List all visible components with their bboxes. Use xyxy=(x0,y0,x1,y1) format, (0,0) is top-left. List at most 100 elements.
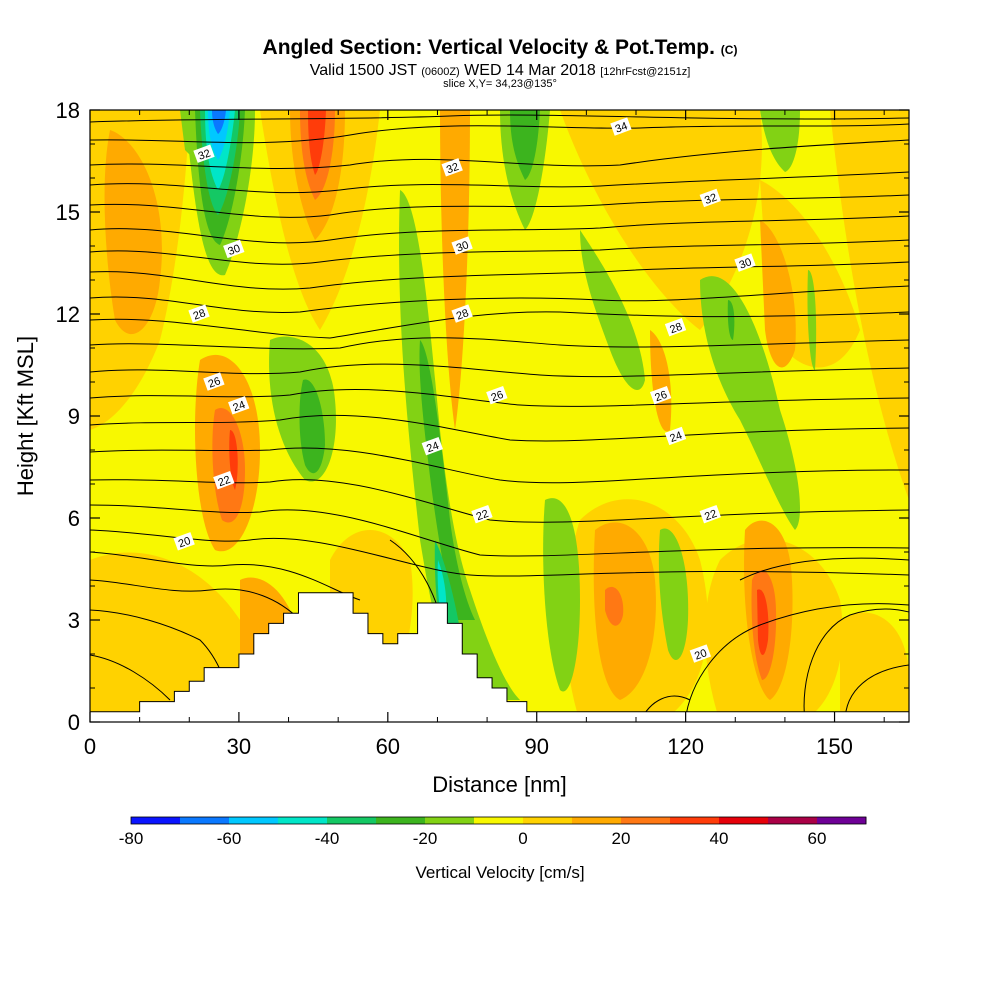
contour-label: 32 xyxy=(441,158,463,177)
slice-info: slice X,Y= 34,23@135° xyxy=(443,78,557,90)
contour-label-text: 28 xyxy=(668,321,684,336)
contour-label: 24 xyxy=(421,436,444,456)
contour-label-text: 24 xyxy=(668,430,684,445)
axes: 0 30 60 90 120 150 0 3 6 9 12 15 18 Distance [nm] Heig… xyxy=(13,98,909,797)
contour-label-bg xyxy=(734,253,756,272)
contour-label-bg xyxy=(610,117,632,136)
y-tick-label: 18 xyxy=(56,98,80,123)
colorbar-swatch xyxy=(278,817,328,824)
x-tick-label: 90 xyxy=(524,734,548,759)
contour-label-bg xyxy=(203,372,225,391)
contour-label: 20 xyxy=(689,644,712,663)
chart-title: Angled Section: Vertical Velocity & Pot.… xyxy=(262,36,738,59)
contour-label: 26 xyxy=(486,385,508,405)
contour-label-text: 32 xyxy=(197,147,213,162)
x-tick-label: 0 xyxy=(84,734,96,759)
colorbar-swatch xyxy=(621,817,671,824)
velocity-field xyxy=(90,110,909,722)
contour-label-text: 26 xyxy=(207,375,223,390)
colorbar-tick-label: -40 xyxy=(315,829,340,848)
x-axis-label: Distance [nm] xyxy=(432,772,567,797)
contour-label-bg xyxy=(188,304,210,323)
contour-label-bg xyxy=(699,188,721,208)
contour-label: 28 xyxy=(188,304,210,323)
contour-label: 30 xyxy=(734,253,756,272)
contour-label: 34 xyxy=(610,117,632,136)
contour-label: 32 xyxy=(699,188,721,208)
contour-label-text: 28 xyxy=(192,307,208,322)
contour-label-text: 22 xyxy=(703,508,719,523)
colorbar-swatch xyxy=(670,817,720,824)
contour-label: 28 xyxy=(451,304,473,323)
contour-label-text: 32 xyxy=(703,192,719,207)
colorbar-swatch xyxy=(131,817,181,824)
contour-label-bg xyxy=(223,239,245,259)
contour-label: 30 xyxy=(223,239,245,259)
colorbar-swatch xyxy=(474,817,524,824)
x-tick-label: 120 xyxy=(667,734,704,759)
contour-label-bg xyxy=(441,158,463,177)
colorbar-label: Vertical Velocity [cm/s] xyxy=(415,863,585,882)
contour-label-bg xyxy=(421,436,444,456)
colorbar-tick-label: -80 xyxy=(119,829,144,848)
contour-label-text: 22 xyxy=(217,474,233,489)
colorbar: -80 -60 -40 -20 0 20 40 60 xyxy=(119,816,867,848)
valid-time-line: Valid 1500 JST (0600Z) WED 14 Mar 2018 [… xyxy=(309,62,691,79)
contour-label-text: 28 xyxy=(455,307,471,322)
y-tick-label: 9 xyxy=(68,404,80,429)
contour-label-bg xyxy=(486,385,508,405)
y-tick-label: 12 xyxy=(56,302,80,327)
contour-label: 24 xyxy=(228,396,250,415)
contour-label-text: 26 xyxy=(653,389,669,404)
contour-label: 26 xyxy=(203,372,225,391)
contour-label-bg xyxy=(699,504,721,524)
contour-label: 22 xyxy=(471,504,493,524)
contour-label: 22 xyxy=(699,504,721,524)
contour-label-bg xyxy=(451,304,473,323)
colorbar-swatch xyxy=(719,817,769,824)
contour-label-bg xyxy=(193,144,215,163)
contour-label-bg xyxy=(213,470,235,490)
contour-label-text: 30 xyxy=(738,256,754,271)
contour-label-bg xyxy=(664,317,687,337)
x-tick-label: 60 xyxy=(376,734,400,759)
colorbar-tick-label: 0 xyxy=(518,829,527,848)
contour-label-text: 24 xyxy=(425,440,441,455)
contour-label-text: 20 xyxy=(177,535,193,550)
contour-label: 30 xyxy=(451,236,473,255)
contour-label-bg xyxy=(228,396,250,415)
contour-label-bg xyxy=(689,644,712,663)
colorbar-swatch xyxy=(817,817,867,824)
terrain-profile xyxy=(89,592,910,723)
y-axis-label: Height [Kft MSL] xyxy=(13,336,38,496)
colorbar-tick-label: -20 xyxy=(413,829,438,848)
x-tick-label: 30 xyxy=(227,734,251,759)
contour-label: 26 xyxy=(649,385,672,405)
contour-label-text: 24 xyxy=(231,399,247,414)
contour-label: 32 xyxy=(193,144,215,163)
colorbar-swatch xyxy=(425,817,475,824)
y-tick-label: 3 xyxy=(68,608,80,633)
contour-label-text: 30 xyxy=(455,239,471,254)
x-tick-label: 150 xyxy=(816,734,853,759)
colorbar-swatch xyxy=(180,817,230,824)
contour-labels: 34 32 32 32 30 30 30 28 28 28 26 26 26 24 24 24 22 22 22 20… xyxy=(173,117,756,663)
contour-label: 20 xyxy=(173,532,195,551)
colorbar-swatch xyxy=(572,817,622,824)
contour-label: 24 xyxy=(664,426,687,446)
contour-label-text: 26 xyxy=(490,389,506,404)
colorbar-swatch xyxy=(523,817,573,824)
contour-label-text: 22 xyxy=(475,508,491,523)
contour-label: 22 xyxy=(213,470,235,490)
y-tick-label: 15 xyxy=(56,200,80,225)
colorbar-frame xyxy=(130,816,867,825)
contour-label-bg xyxy=(664,426,687,446)
y-tick-label: 6 xyxy=(68,506,80,531)
contour-label-bg xyxy=(173,532,195,551)
contour-label-bg xyxy=(471,504,493,524)
colorbar-tick-label: 40 xyxy=(710,829,729,848)
colorbar-swatch xyxy=(768,817,818,824)
contour-label-text: 20 xyxy=(693,647,709,662)
colorbar-tick-label: 60 xyxy=(808,829,827,848)
